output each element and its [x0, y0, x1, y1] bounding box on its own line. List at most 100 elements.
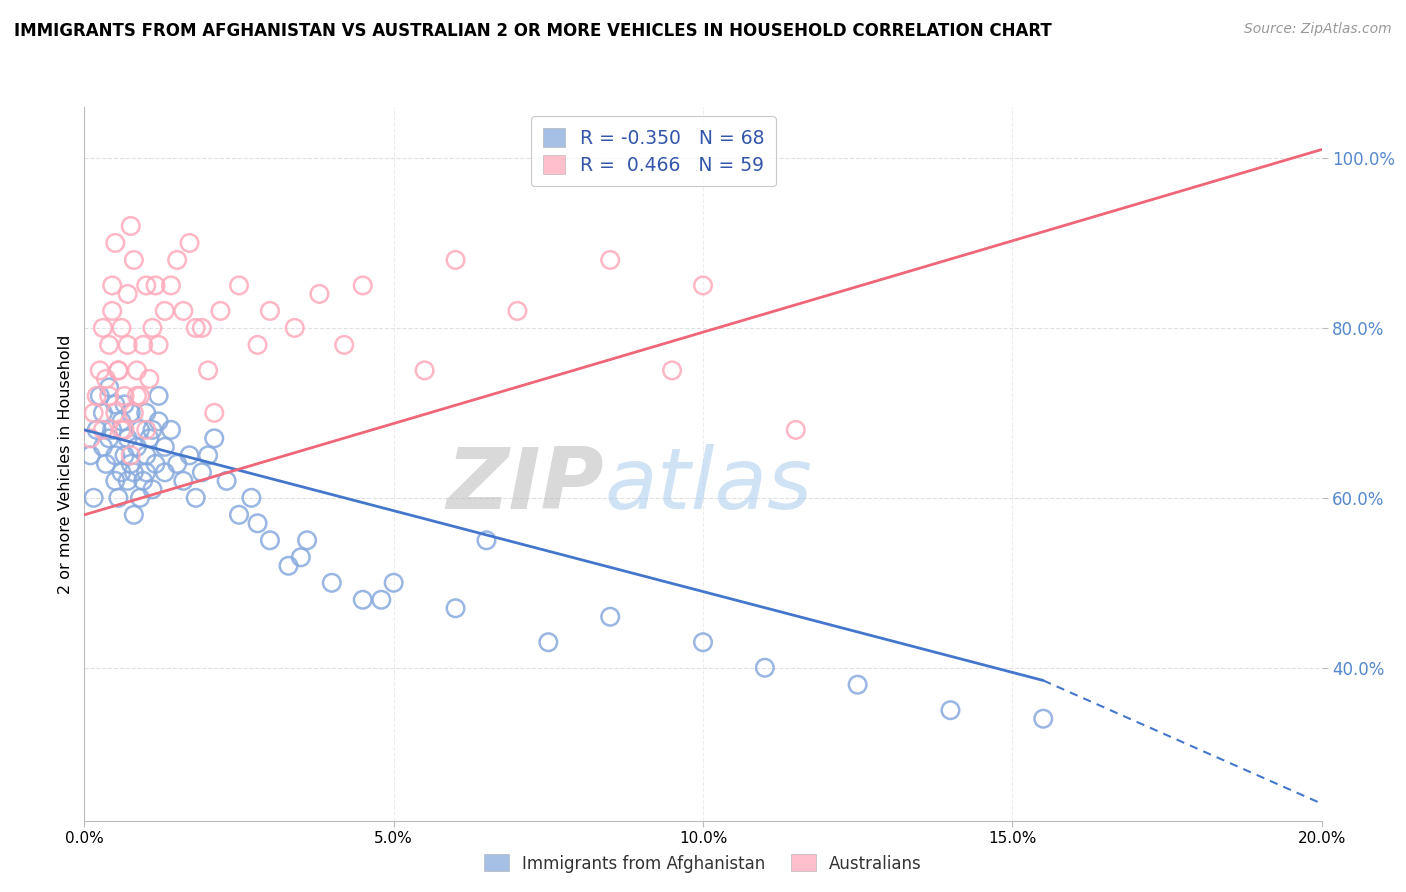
Point: [692, 635, 714, 649]
Point: [184, 491, 207, 505]
Point: [661, 363, 683, 377]
Point: [184, 321, 207, 335]
Point: [166, 457, 188, 471]
Point: [148, 389, 170, 403]
Point: [125, 363, 148, 377]
Point: [295, 533, 318, 548]
Point: [153, 440, 176, 454]
Point: [104, 406, 127, 420]
Point: [160, 278, 183, 293]
Point: [135, 423, 157, 437]
Point: [599, 252, 621, 267]
Point: [86, 389, 108, 403]
Point: [141, 423, 163, 437]
Point: [259, 304, 281, 318]
Point: [506, 304, 529, 318]
Text: atlas: atlas: [605, 443, 813, 527]
Point: [89, 389, 111, 403]
Point: [122, 406, 145, 420]
Point: [91, 406, 114, 420]
Point: [228, 508, 250, 522]
Point: [120, 219, 142, 233]
Text: IMMIGRANTS FROM AFGHANISTAN VS AUSTRALIAN 2 OR MORE VEHICLES IN HOUSEHOLD CORREL: IMMIGRANTS FROM AFGHANISTAN VS AUSTRALIA…: [14, 22, 1052, 40]
Point: [197, 448, 219, 462]
Text: Source: ZipAtlas.com: Source: ZipAtlas.com: [1244, 22, 1392, 37]
Point: [132, 338, 155, 352]
Point: [110, 321, 132, 335]
Point: [135, 406, 157, 420]
Point: [785, 423, 807, 437]
Point: [129, 389, 152, 403]
Point: [197, 363, 219, 377]
Point: [370, 592, 392, 607]
Point: [475, 533, 498, 548]
Point: [110, 414, 132, 428]
Point: [172, 304, 194, 318]
Point: [160, 423, 183, 437]
Point: [754, 661, 776, 675]
Point: [98, 389, 121, 403]
Point: [138, 431, 160, 445]
Point: [132, 474, 155, 488]
Point: [91, 321, 114, 335]
Point: [148, 414, 170, 428]
Point: [104, 474, 127, 488]
Point: [172, 474, 194, 488]
Point: [145, 457, 167, 471]
Point: [939, 703, 962, 717]
Point: [114, 389, 136, 403]
Point: [89, 363, 111, 377]
Point: [352, 592, 374, 607]
Point: [110, 423, 132, 437]
Point: [129, 491, 152, 505]
Point: [135, 278, 157, 293]
Point: [413, 363, 436, 377]
Point: [191, 321, 214, 335]
Point: [79, 448, 101, 462]
Point: [215, 474, 238, 488]
Point: [122, 466, 145, 480]
Point: [135, 448, 157, 462]
Point: [104, 397, 127, 411]
Point: [114, 397, 136, 411]
Point: [107, 363, 129, 377]
Point: [145, 278, 167, 293]
Point: [209, 304, 232, 318]
Point: [117, 474, 139, 488]
Point: [382, 575, 405, 590]
Legend: Immigrants from Afghanistan, Australians: Immigrants from Afghanistan, Australians: [478, 847, 928, 880]
Point: [101, 304, 124, 318]
Point: [692, 278, 714, 293]
Point: [129, 423, 152, 437]
Point: [104, 448, 127, 462]
Point: [290, 550, 312, 565]
Point: [79, 431, 101, 445]
Point: [179, 235, 201, 250]
Point: [101, 423, 124, 437]
Point: [1032, 712, 1054, 726]
Point: [98, 431, 121, 445]
Point: [120, 457, 142, 471]
Point: [83, 491, 105, 505]
Point: [120, 448, 142, 462]
Point: [153, 466, 176, 480]
Point: [135, 466, 157, 480]
Point: [110, 466, 132, 480]
Y-axis label: 2 or more Vehicles in Household: 2 or more Vehicles in Household: [58, 334, 73, 593]
Point: [138, 372, 160, 386]
Point: [107, 491, 129, 505]
Point: [277, 558, 299, 573]
Point: [125, 440, 148, 454]
Point: [141, 321, 163, 335]
Point: [240, 491, 263, 505]
Point: [94, 457, 117, 471]
Point: [91, 423, 114, 437]
Point: [120, 406, 142, 420]
Point: [117, 338, 139, 352]
Point: [166, 252, 188, 267]
Point: [202, 431, 225, 445]
Point: [846, 678, 869, 692]
Point: [352, 278, 374, 293]
Point: [122, 252, 145, 267]
Point: [107, 363, 129, 377]
